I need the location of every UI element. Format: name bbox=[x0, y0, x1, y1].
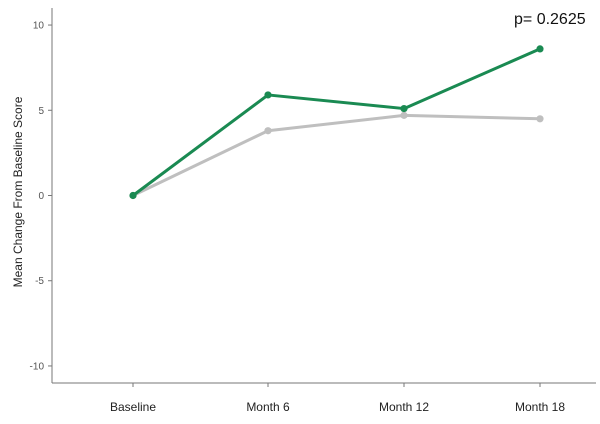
y-axis-title: Mean Change From Baseline Score bbox=[11, 96, 25, 287]
series-1-point bbox=[264, 91, 272, 99]
x-ticks: Baseline Month 6 Month 12 Month 18 bbox=[110, 383, 565, 414]
x-tick-label: Month 6 bbox=[246, 400, 290, 414]
series-1-point bbox=[400, 104, 408, 113]
series-2-point bbox=[400, 111, 408, 119]
series-layer bbox=[129, 45, 544, 200]
series-1-point bbox=[129, 191, 137, 200]
y-tick-label: -10 bbox=[30, 361, 45, 372]
x-tick-label: Month 18 bbox=[515, 400, 565, 414]
x-tick-label: Baseline bbox=[110, 400, 156, 414]
p-value-annotation: p= 0.2625 bbox=[514, 11, 586, 28]
series-line-1 bbox=[131, 47, 542, 197]
series-1-point bbox=[536, 45, 544, 53]
y-tick-label: -5 bbox=[35, 276, 44, 287]
series-line-2 bbox=[131, 113, 542, 197]
y-tick-label: 0 bbox=[38, 191, 44, 202]
y-tick-label: 5 bbox=[38, 106, 44, 117]
y-tick-label: 10 bbox=[33, 21, 45, 32]
series-2-point bbox=[264, 127, 272, 135]
x-tick-label: Month 12 bbox=[379, 400, 429, 414]
y-ticks: -10 -5 0 5 10 bbox=[30, 21, 52, 372]
series-2-point bbox=[536, 115, 544, 123]
